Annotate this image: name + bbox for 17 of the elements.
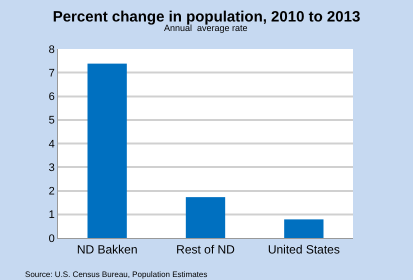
y-tick-label: 4: [48, 138, 55, 150]
y-tick-label: 5: [48, 114, 55, 127]
y-tick-label: 1: [48, 209, 55, 222]
bar: [284, 219, 324, 238]
y-tick-label: 0: [48, 232, 55, 245]
y-tick-label: 3: [48, 162, 55, 174]
y-tick-label: 2: [48, 186, 55, 198]
x-tick-label: Rest of ND: [176, 242, 236, 256]
bar: [88, 64, 127, 238]
y-tick-label: 8: [48, 44, 55, 56]
y-tick-label: 7: [48, 67, 55, 80]
x-tick-label: United States: [268, 242, 340, 256]
x-tick-label: ND Bakken: [76, 242, 138, 256]
y-tick-label: 6: [48, 91, 55, 104]
chart-title: Percent change in population, 2010 to 2013: [52, 8, 360, 26]
source-note: Source: U.S. Census Bureau, Population Estimates: [25, 270, 208, 279]
bar: [186, 197, 226, 238]
